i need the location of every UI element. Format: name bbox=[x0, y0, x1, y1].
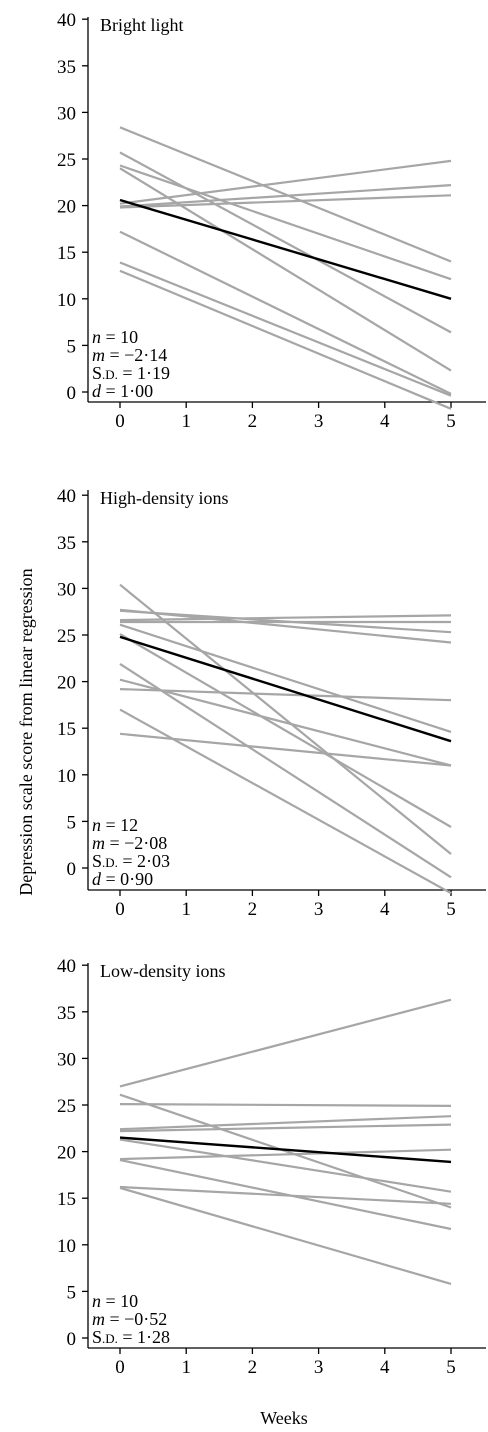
chart-panel: 0 5 10 15 20 25 30 35 40 0 1 2 3 4 5 Bright light n = 10… bbox=[57, 10, 486, 432]
y-tick-label: 15 bbox=[57, 243, 76, 264]
panel-title: High-density ions bbox=[100, 488, 229, 508]
subject-regression-line bbox=[119, 688, 452, 702]
y-axis-label: Depression scale score from linear regre… bbox=[16, 568, 36, 895]
y-tick-label: 0 bbox=[67, 1329, 77, 1350]
y-tick-label: 35 bbox=[57, 1003, 76, 1024]
y-tick-label: 30 bbox=[57, 579, 76, 600]
y-tick-label: 15 bbox=[57, 719, 76, 740]
y-tick-label: 30 bbox=[57, 103, 76, 124]
subject-regression-line bbox=[119, 614, 452, 622]
y-tick-label: 35 bbox=[57, 57, 76, 78]
subject-regression-line bbox=[119, 1148, 452, 1161]
subject-regression-line bbox=[119, 184, 452, 208]
stat-line: n = 12 bbox=[92, 815, 138, 835]
x-tick-label: 4 bbox=[380, 899, 390, 920]
stat-line: S.D. = 2·03 bbox=[92, 851, 170, 871]
chart-panel: 0 5 10 15 20 25 30 35 40 0 1 2 3 4 5 High-density ions n… bbox=[57, 486, 486, 920]
subject-regression-line bbox=[119, 998, 452, 1088]
y-tick-label: 20 bbox=[57, 197, 76, 218]
y-tick-label: 5 bbox=[67, 336, 77, 357]
subject-regression-line bbox=[119, 126, 452, 263]
stat-line: d = 1·00 bbox=[92, 381, 153, 401]
y-tick-label: 0 bbox=[67, 859, 77, 880]
subject-regression-line bbox=[119, 269, 452, 410]
x-tick-label: 0 bbox=[115, 899, 125, 920]
x-tick-label: 2 bbox=[248, 1357, 258, 1378]
x-tick-label: 5 bbox=[446, 1357, 456, 1378]
subject-regression-line bbox=[119, 1138, 452, 1193]
y-tick-label: 15 bbox=[57, 1189, 76, 1210]
subject-regression-line bbox=[119, 159, 452, 205]
x-tick-label: 1 bbox=[181, 411, 191, 432]
stat-line: n = 10 bbox=[92, 327, 138, 347]
x-tick-label: 2 bbox=[248, 899, 258, 920]
subject-regression-line bbox=[119, 194, 452, 209]
y-tick-label: 5 bbox=[67, 1282, 77, 1303]
y-tick-label: 25 bbox=[57, 150, 76, 171]
y-tick-label: 10 bbox=[57, 1236, 76, 1257]
subject-regression-line bbox=[119, 583, 452, 855]
y-tick-label: 20 bbox=[57, 1143, 76, 1164]
x-tick-label: 2 bbox=[248, 411, 258, 432]
y-tick-label: 0 bbox=[67, 383, 77, 404]
subject-regression-line bbox=[119, 230, 452, 395]
x-tick-label: 5 bbox=[446, 411, 456, 432]
stat-line: m = −0·52 bbox=[92, 1309, 167, 1329]
subject-regression-line bbox=[119, 1185, 452, 1205]
stat-line: m = −2·14 bbox=[92, 345, 167, 365]
x-tick-label: 0 bbox=[115, 1357, 125, 1378]
subject-regression-line bbox=[119, 164, 452, 281]
subject-regression-line bbox=[119, 1093, 452, 1209]
subject-regression-line bbox=[119, 708, 452, 895]
mean-regression-line bbox=[119, 1136, 452, 1164]
y-tick-label: 30 bbox=[57, 1049, 76, 1070]
x-tick-label: 3 bbox=[314, 899, 324, 920]
subject-regression-line bbox=[119, 1115, 452, 1131]
x-tick-label: 3 bbox=[314, 411, 324, 432]
y-tick-label: 10 bbox=[57, 766, 76, 787]
y-tick-label: 35 bbox=[57, 533, 76, 554]
stat-line: d = 0·90 bbox=[92, 869, 153, 889]
y-tick-label: 5 bbox=[67, 812, 77, 833]
subject-regression-line bbox=[119, 1102, 452, 1108]
stat-line: S.D. = 1·28 bbox=[92, 1327, 170, 1347]
y-tick-label: 20 bbox=[57, 673, 76, 694]
subject-regression-line bbox=[119, 1186, 452, 1285]
y-tick-label: 25 bbox=[57, 1096, 76, 1117]
x-tick-label: 4 bbox=[380, 1357, 390, 1378]
subject-regression-line bbox=[119, 1123, 452, 1133]
subject-regression-line bbox=[119, 151, 452, 334]
subject-regression-line bbox=[119, 678, 452, 767]
x-axis-label: Weeks bbox=[260, 1408, 308, 1428]
subject-regression-line bbox=[119, 633, 452, 828]
chart-panel: 0 5 10 15 20 25 30 35 40 0 1 2 3 4 5 Low-density ions n … bbox=[57, 956, 486, 1378]
stat-line: m = −2·08 bbox=[92, 833, 167, 853]
panel-title: Bright light bbox=[100, 15, 184, 35]
y-tick-label: 40 bbox=[57, 10, 76, 31]
x-tick-label: 4 bbox=[380, 411, 390, 432]
subject-regression-line bbox=[119, 732, 452, 767]
panel-title: Low-density ions bbox=[100, 961, 226, 981]
y-tick-label: 40 bbox=[57, 486, 76, 507]
stat-line: S.D. = 1·19 bbox=[92, 363, 170, 383]
y-tick-label: 40 bbox=[57, 956, 76, 977]
x-tick-label: 1 bbox=[181, 899, 191, 920]
subject-regression-line bbox=[119, 623, 452, 733]
y-tick-label: 25 bbox=[57, 626, 76, 647]
subject-regression-line bbox=[119, 662, 452, 879]
y-tick-label: 10 bbox=[57, 290, 76, 311]
mean-regression-line bbox=[119, 198, 452, 300]
x-tick-label: 1 bbox=[181, 1357, 191, 1378]
x-tick-label: 0 bbox=[115, 411, 125, 432]
x-tick-label: 3 bbox=[314, 1357, 324, 1378]
mean-regression-line bbox=[119, 635, 452, 743]
subject-regression-line bbox=[119, 261, 452, 397]
x-tick-label: 5 bbox=[446, 899, 456, 920]
stat-line: n = 10 bbox=[92, 1291, 138, 1311]
